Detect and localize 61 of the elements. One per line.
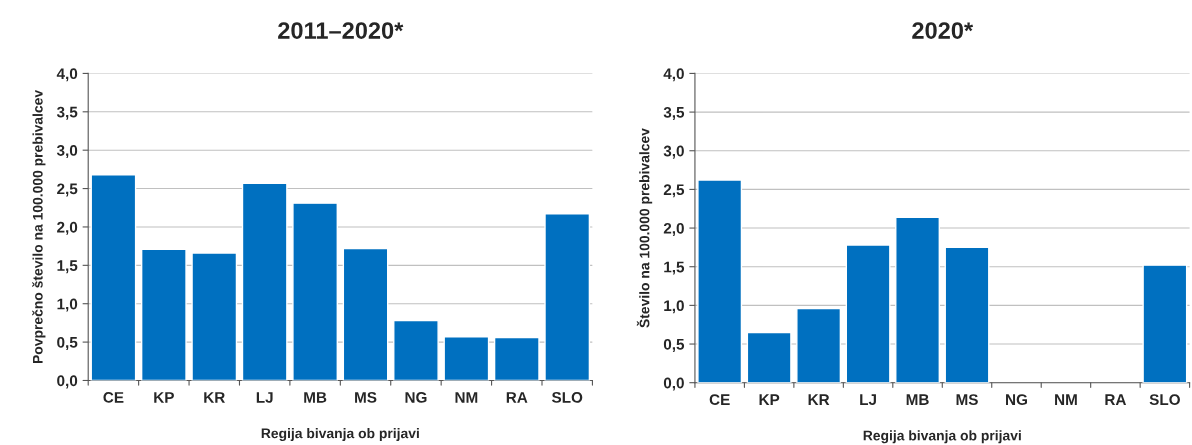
x-tick-label: LJ bbox=[256, 392, 273, 403]
y-tick-label: 2,0 bbox=[663, 222, 684, 236]
bar bbox=[1142, 264, 1188, 383]
y-tick-label: 0,5 bbox=[663, 338, 685, 352]
bar bbox=[342, 247, 389, 381]
bar bbox=[746, 331, 792, 383]
y-tick-label: 1,5 bbox=[664, 261, 685, 275]
y-tick-label: 3,5 bbox=[56, 106, 78, 120]
y-tick-label: 1,0 bbox=[57, 298, 78, 312]
x-tick-label: NM bbox=[455, 392, 478, 403]
x-tick-label: KR bbox=[808, 394, 830, 405]
x-axis-title: Regija bivanja ob prijavi bbox=[261, 428, 419, 442]
bar bbox=[944, 246, 990, 383]
bar bbox=[544, 213, 591, 381]
x-tick-label: MB bbox=[304, 392, 327, 403]
bar bbox=[90, 174, 137, 381]
y-tick-label: 2,5 bbox=[57, 183, 78, 197]
bar bbox=[191, 252, 238, 381]
y-tick-label: 0,5 bbox=[57, 336, 78, 350]
bar bbox=[845, 244, 891, 383]
x-tick-label: SLO bbox=[551, 391, 583, 403]
bar bbox=[140, 248, 187, 381]
y-tick-label: 1,0 bbox=[664, 300, 684, 314]
y-tick-label: 3,0 bbox=[56, 145, 78, 159]
bar bbox=[493, 336, 540, 381]
y-tick-label: 1,5 bbox=[57, 260, 78, 274]
x-tick-label: NG bbox=[1006, 394, 1027, 406]
y-tick-label: 4,0 bbox=[663, 68, 684, 82]
x-tick-label: KP bbox=[759, 394, 780, 405]
y-axis-title: Število na 100.000 prebivalcev bbox=[636, 128, 653, 328]
y-tick-label: 0,0 bbox=[663, 377, 684, 391]
x-tick-label: MB bbox=[906, 394, 929, 405]
y-tick-label: 0,0 bbox=[57, 375, 78, 389]
x-tick-label: RA bbox=[506, 392, 528, 403]
bar bbox=[697, 179, 743, 383]
x-tick-label: SLO bbox=[1149, 394, 1180, 406]
x-tick-label: RA bbox=[1105, 394, 1127, 405]
x-axis-title: Regija bivanja ob prijavi bbox=[863, 430, 1021, 444]
x-tick-label: MS bbox=[355, 391, 377, 403]
x-tick-label: NG bbox=[405, 391, 427, 403]
x-tick-label: NM bbox=[1055, 394, 1077, 405]
bar bbox=[443, 336, 490, 381]
y-axis-title: Povprečno število na 100.000 prebivalcev bbox=[32, 89, 46, 364]
y-tick-label: 2,0 bbox=[57, 221, 78, 235]
chart-title: 2011–2020* bbox=[278, 22, 404, 39]
x-tick-label: KP bbox=[154, 392, 174, 403]
x-tick-label: LJ bbox=[860, 394, 876, 406]
x-tick-label: KR bbox=[204, 392, 225, 403]
y-tick-label: 4,0 bbox=[56, 68, 78, 82]
y-tick-label: 3,0 bbox=[663, 145, 684, 159]
bar bbox=[796, 307, 842, 383]
x-tick-label: CE bbox=[103, 391, 124, 403]
x-tick-label: CE bbox=[709, 394, 730, 406]
bar bbox=[393, 319, 439, 381]
bar bbox=[895, 216, 941, 383]
bar bbox=[292, 202, 338, 381]
bar bbox=[241, 182, 288, 381]
y-tick-label: 3,5 bbox=[663, 106, 685, 120]
chart-title: 2020* bbox=[912, 22, 974, 39]
y-tick-label: 2,5 bbox=[663, 184, 685, 198]
x-tick-label: MS bbox=[956, 394, 978, 406]
